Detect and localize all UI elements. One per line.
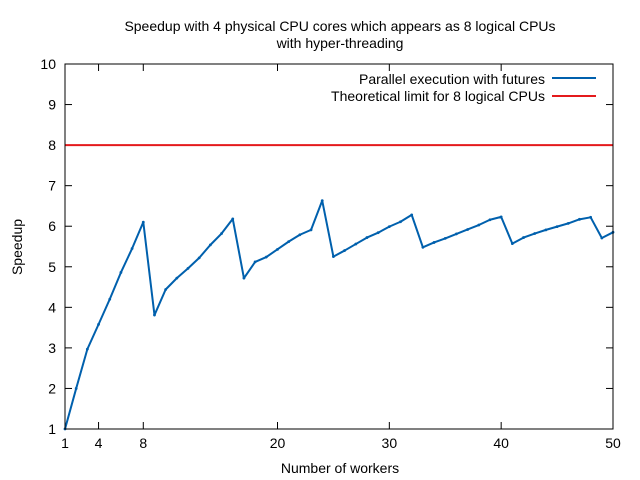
- y-tick-label: 6: [48, 218, 56, 234]
- data-point: [97, 322, 100, 326]
- x-tick-label: 4: [95, 435, 103, 451]
- data-point: [197, 256, 201, 260]
- data-point: [208, 243, 212, 247]
- data-point: [443, 236, 447, 240]
- data-point: [477, 223, 481, 227]
- x-tick-label: 30: [382, 435, 398, 451]
- y-tick-label: 10: [40, 56, 56, 72]
- legend: Parallel execution with futures Theoreti…: [331, 71, 596, 104]
- data-point: [186, 267, 190, 270]
- data-point: [276, 247, 279, 251]
- data-point: [466, 228, 470, 231]
- data-point: [220, 232, 223, 235]
- data-point: [108, 297, 112, 301]
- data-point: [421, 245, 425, 249]
- axis-ticks: 1 2 3 4 5 6 7 8 9 10 1 4 8 20 30 40 50: [40, 56, 621, 451]
- data-point: [432, 241, 436, 244]
- x-tick-label: 1: [61, 435, 69, 451]
- data-point: [566, 221, 570, 225]
- y-tick-label: 8: [48, 137, 56, 153]
- data-point: [119, 271, 123, 274]
- y-axis-label: Speedup: [9, 219, 25, 275]
- y-tick-label: 9: [48, 97, 56, 113]
- data-point: [522, 236, 525, 239]
- data-point: [578, 217, 581, 221]
- data-point: [533, 232, 537, 235]
- data-point: [499, 215, 503, 219]
- x-tick-label: 20: [270, 435, 286, 451]
- data-point: [399, 220, 402, 224]
- data-point: [287, 240, 291, 244]
- data-point: [332, 255, 335, 259]
- data-point: [387, 225, 391, 229]
- data-point: [376, 231, 380, 235]
- x-tick-label: 8: [139, 435, 147, 451]
- series-layer: [63, 144, 615, 431]
- data-point: [175, 276, 179, 280]
- x-axis-label: Number of workers: [281, 460, 399, 476]
- data-point: [600, 236, 604, 240]
- data-point: [242, 276, 246, 280]
- chart-title: Speedup with 4 physical CPU cores which …: [124, 18, 555, 34]
- legend-label-parallel-execution: Parallel execution with futures: [359, 71, 545, 87]
- y-tick-label: 7: [48, 178, 56, 194]
- data-point: [354, 242, 358, 246]
- x-tick-label: 50: [605, 435, 621, 451]
- data-point: [544, 228, 548, 232]
- y-tick-label: 1: [48, 421, 56, 437]
- y-tick-label: 5: [48, 259, 56, 275]
- data-point: [309, 228, 313, 232]
- series-line-parallel-execution: [64, 199, 614, 430]
- data-point: [164, 288, 168, 291]
- legend-label-theoretical-limit: Theoretical limit for 8 logical CPUs: [331, 88, 545, 104]
- data-point: [320, 199, 324, 203]
- data-point: [510, 242, 514, 246]
- data-point: [74, 387, 78, 390]
- data-point: [365, 236, 369, 239]
- data-point: [298, 233, 302, 237]
- data-point: [589, 215, 593, 219]
- data-point: [410, 213, 414, 217]
- data-point: [343, 249, 346, 252]
- data-point: [455, 232, 458, 236]
- x-tick-label: 40: [493, 435, 509, 451]
- data-point: [231, 217, 235, 221]
- chart-subtitle: with hyper-threading: [276, 35, 404, 51]
- data-point: [488, 218, 492, 222]
- y-tick-label: 2: [48, 380, 56, 396]
- y-tick-label: 3: [48, 340, 56, 356]
- data-point: [153, 313, 156, 317]
- data-point: [130, 247, 134, 250]
- data-point: [253, 260, 257, 264]
- data-point: [264, 255, 268, 259]
- data-point: [141, 220, 145, 224]
- data-point: [85, 347, 89, 351]
- y-tick-label: 4: [48, 299, 56, 315]
- data-point: [555, 225, 559, 229]
- plot-area-border: [64, 63, 614, 430]
